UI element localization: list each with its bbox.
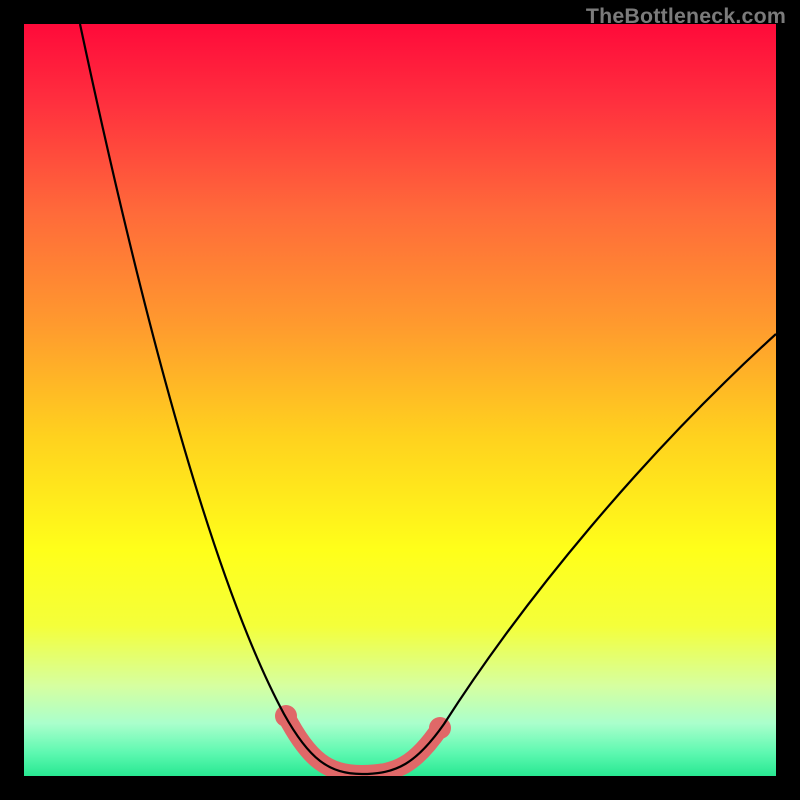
watermark-text: TheBottleneck.com bbox=[586, 4, 786, 29]
optimal-range-highlight bbox=[286, 716, 440, 774]
bottleneck-curve bbox=[80, 24, 776, 774]
curve-layer bbox=[24, 24, 776, 776]
plot-area bbox=[24, 24, 776, 776]
chart-stage: TheBottleneck.com bbox=[0, 0, 800, 800]
